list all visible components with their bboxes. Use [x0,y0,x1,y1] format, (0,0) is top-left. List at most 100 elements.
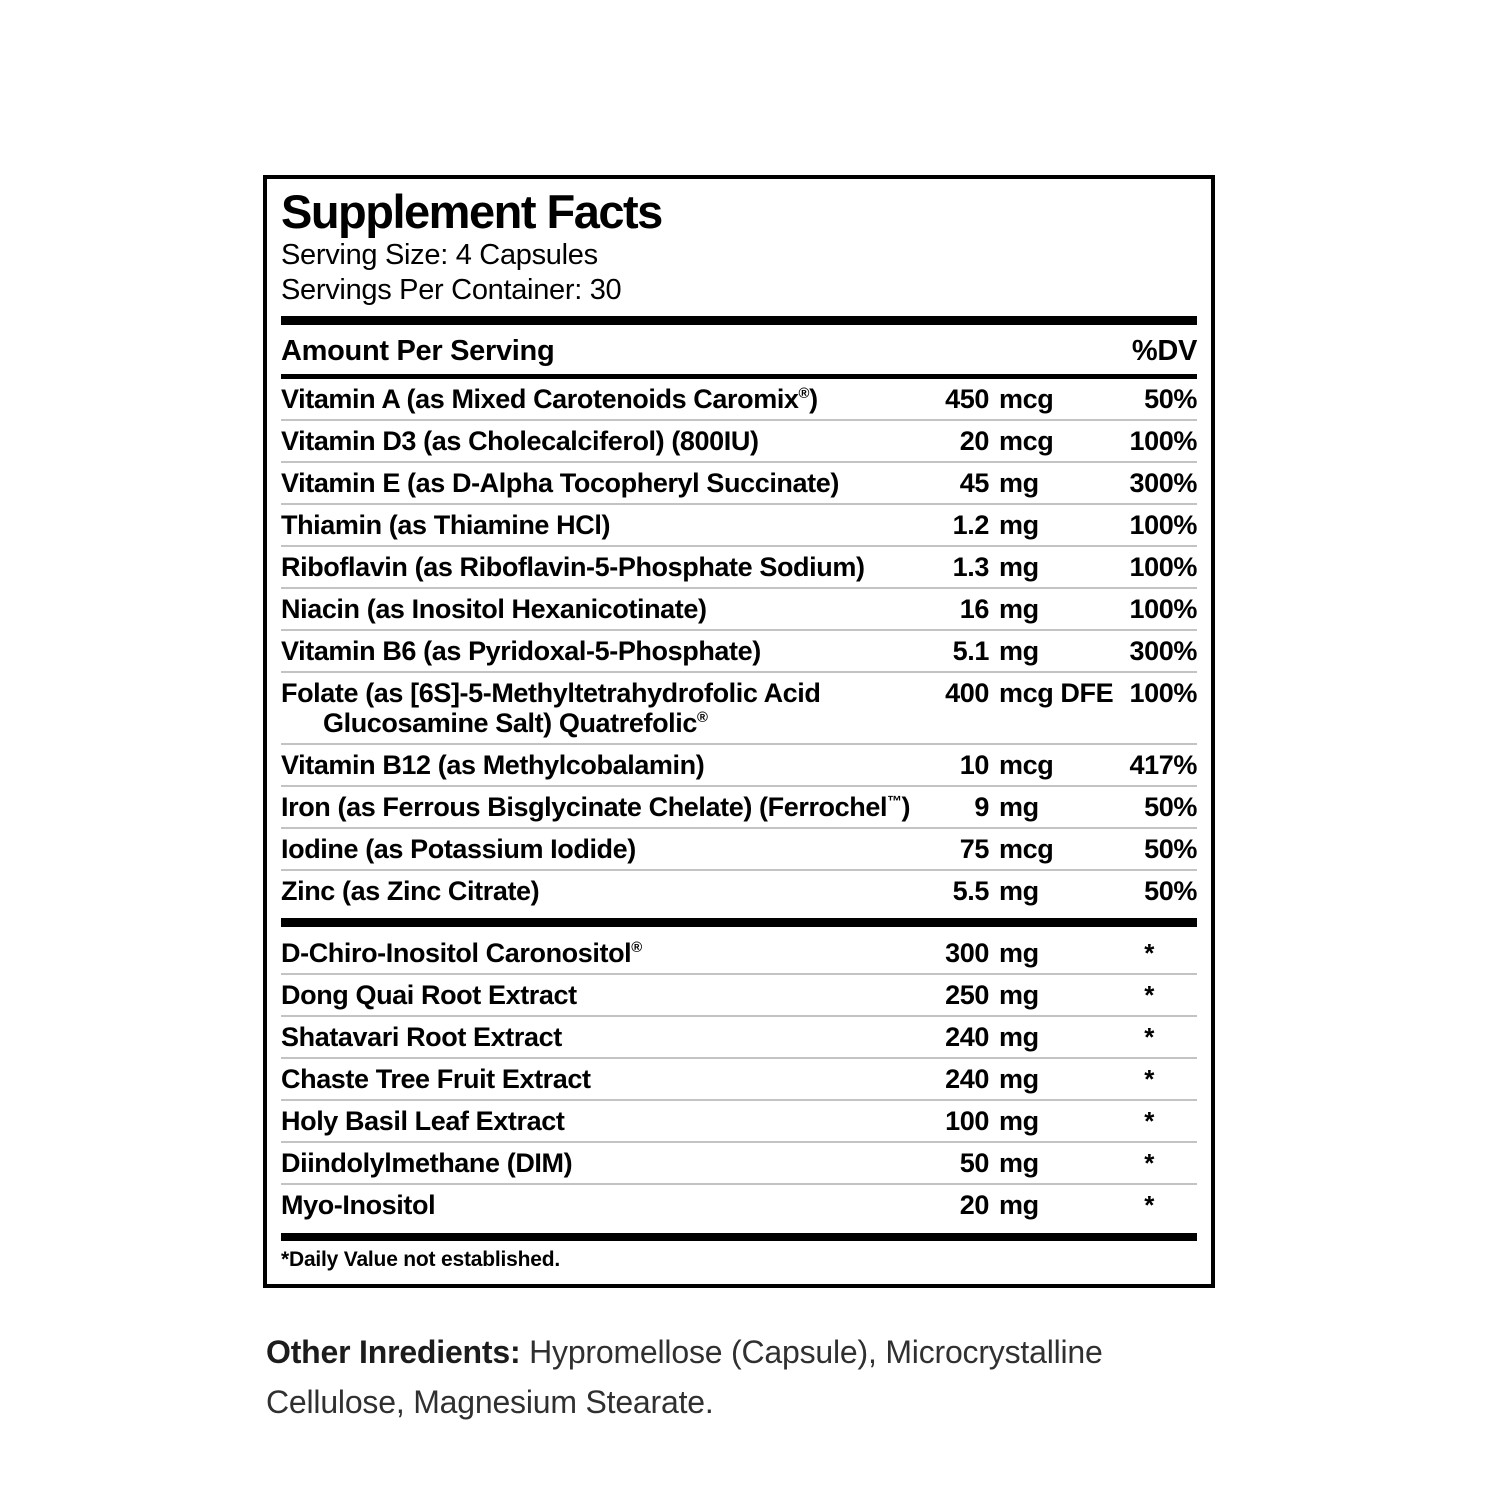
other-ingredients-label: Other Inredients: [266,1334,521,1370]
ingredient-unit: mcg [999,749,1054,780]
table-row: Niacin (as Inositol Hexanicotinate) 16 m… [281,589,1197,631]
table-row: Vitamin B6 (as Pyridoxal-5-Phosphate) 5.… [281,631,1197,673]
ingredient-dv: * [1144,1021,1154,1052]
ingredient-name: Diindolylmethane (DIM) [281,1148,1197,1178]
ingredient-amount: 16 [959,593,990,624]
ingredient-dv: 300% [1129,635,1198,666]
ingredient-dv: * [1144,1189,1154,1220]
ingredient-dv: * [1144,1147,1154,1178]
table-row: Vitamin D3 (as Cholecalciferol) (800IU) … [281,421,1197,463]
ingredient-name: Myo-Inositol [281,1190,1197,1220]
table-row: Vitamin B12 (as Methylcobalamin) 10 mcg … [281,745,1197,787]
ingredient-name-line1: Niacin (as Inositol Hexanicotinate) [281,593,707,624]
ingredient-name: Chaste Tree Fruit Extract [281,1064,1197,1094]
ingredient-dv: * [1144,979,1154,1010]
servings-per-container: Servings Per Container: 30 [281,274,622,307]
ingredient-dv: * [1144,937,1154,968]
ingredient-dv: 50% [1144,791,1197,822]
ingredient-name: Folate (as [6S]-5-Methyltetrahydrofolic … [281,678,1197,738]
ingredient-amount: 9 [974,791,989,822]
ingredient-name-line1: Vitamin D3 (as Cholecalciferol) (800IU) [281,425,759,456]
dv-header: %DV [1131,334,1197,367]
ingredient-amount: 400 [945,677,989,708]
ingredient-name-line1: D-Chiro-Inositol Caronositol® [281,937,642,968]
ingredient-unit: mg [999,593,1039,624]
botanical-rows-group: D-Chiro-Inositol Caronositol® 300 mg * D… [281,933,1197,1225]
ingredient-unit: mg [999,937,1039,968]
ingredient-name: Niacin (as Inositol Hexanicotinate) [281,594,1197,624]
section-divider-top [281,315,1197,325]
dv-footnote: *Daily Value not established. [281,1247,560,1271]
ingredient-dv: 300% [1129,467,1198,498]
nutrient-rows-group: Vitamin A (as Mixed Carotenoids Caromix®… [281,379,1197,911]
table-row: Shatavari Root Extract 240 mg * [281,1017,1197,1059]
ingredient-name: Vitamin B6 (as Pyridoxal-5-Phosphate) [281,636,1197,666]
ingredient-unit: mcg [999,425,1054,456]
ingredient-dv: 100% [1129,509,1198,540]
ingredient-name: Iron (as Ferrous Bisglycinate Chelate) (… [281,792,1197,822]
panel-title: Supplement Facts [281,185,663,238]
ingredient-name: Zinc (as Zinc Citrate) [281,876,1197,906]
ingredient-amount: 1.2 [952,509,990,540]
supplement-facts-panel: Supplement Facts Serving Size: 4 Capsule… [263,175,1215,1288]
ingredient-unit: mg [999,509,1039,540]
table-row: Vitamin E (as D-Alpha Tocopheryl Succina… [281,463,1197,505]
ingredient-name: Vitamin D3 (as Cholecalciferol) (800IU) [281,426,1197,456]
other-ingredients-text: Hypromellose (Capsule), Microcrystalline… [266,1334,1103,1420]
amount-per-serving-header: Amount Per Serving [281,334,555,367]
ingredient-name-line2: Glucosamine Salt) Quatrefolic® [323,707,708,738]
ingredient-unit: mg [999,791,1039,822]
ingredient-amount: 50 [959,1147,990,1178]
ingredient-dv: 100% [1129,677,1198,708]
table-row: Dong Quai Root Extract 250 mg * [281,975,1197,1017]
ingredient-name-line1: Iodine (as Potassium Iodide) [281,833,636,864]
ingredient-unit: mg [999,979,1039,1010]
table-row: Holy Basil Leaf Extract 100 mg * [281,1101,1197,1143]
ingredient-dv: * [1144,1063,1154,1094]
table-row: Zinc (as Zinc Citrate) 5.5 mg 50% [281,871,1197,911]
ingredient-unit: mcg [999,833,1054,864]
ingredient-amount: 20 [959,1189,990,1220]
ingredient-amount: 240 [945,1063,989,1094]
ingredient-unit: mg [999,1021,1039,1052]
ingredient-name: Shatavari Root Extract [281,1022,1197,1052]
ingredient-amount: 1.3 [952,551,990,582]
ingredient-name-line1: Holy Basil Leaf Extract [281,1105,565,1136]
ingredient-dv: 50% [1144,833,1197,864]
ingredient-amount: 10 [959,749,990,780]
ingredient-name: Vitamin A (as Mixed Carotenoids Caromix®… [281,384,1197,414]
ingredient-amount: 240 [945,1021,989,1052]
ingredient-amount: 450 [945,383,989,414]
ingredient-name: Holy Basil Leaf Extract [281,1106,1197,1136]
ingredient-amount: 45 [959,467,990,498]
ingredient-name-line1: Chaste Tree Fruit Extract [281,1063,591,1094]
header-divider [281,373,1197,379]
table-row: Riboflavin (as Riboflavin-5-Phosphate So… [281,547,1197,589]
ingredient-amount: 5.5 [952,875,990,906]
ingredient-name-line1: Iron (as Ferrous Bisglycinate Chelate) (… [281,791,911,822]
ingredient-dv: 50% [1144,383,1197,414]
ingredient-name: Iodine (as Potassium Iodide) [281,834,1197,864]
ingredient-name-line1: Vitamin B12 (as Methylcobalamin) [281,749,705,780]
ingredient-unit: mg [999,1105,1039,1136]
ingredient-name: Dong Quai Root Extract [281,980,1197,1010]
ingredient-unit: mg [999,635,1039,666]
ingredient-amount: 300 [945,937,989,968]
ingredient-name-line1: Riboflavin (as Riboflavin-5-Phosphate So… [281,551,865,582]
table-row: Iron (as Ferrous Bisglycinate Chelate) (… [281,787,1197,829]
ingredient-name: Riboflavin (as Riboflavin-5-Phosphate So… [281,552,1197,582]
ingredient-unit: mg [999,467,1039,498]
ingredient-dv: 50% [1144,875,1197,906]
ingredient-amount: 75 [959,833,990,864]
table-row: Vitamin A (as Mixed Carotenoids Caromix®… [281,379,1197,421]
ingredient-amount: 20 [959,425,990,456]
ingredient-dv: 100% [1129,551,1198,582]
ingredient-name: D-Chiro-Inositol Caronositol® [281,938,1197,968]
table-row: Myo-Inositol 20 mg * [281,1185,1197,1225]
ingredient-dv: * [1144,1105,1154,1136]
ingredient-name-line1: Vitamin E (as D-Alpha Tocopheryl Succina… [281,467,839,498]
ingredient-name: Vitamin B12 (as Methylcobalamin) [281,750,1197,780]
ingredient-name-line1: Vitamin A (as Mixed Carotenoids Caromix®… [281,383,818,414]
ingredient-name-line1: Thiamin (as Thiamine HCl) [281,509,611,540]
ingredient-name-line1: Folate (as [6S]-5-Methyltetrahydrofolic … [281,677,821,708]
